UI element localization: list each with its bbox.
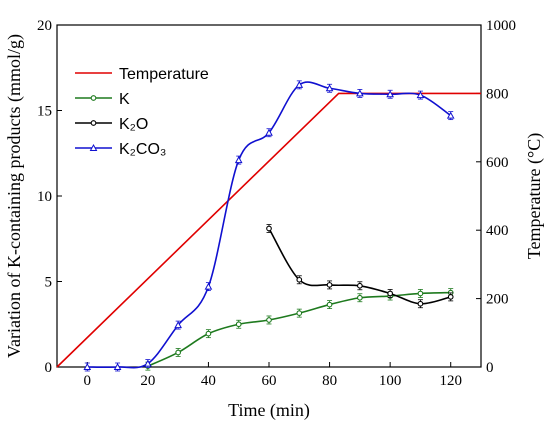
series-layer — [56, 80, 481, 372]
data-point — [417, 290, 424, 297]
data-point — [89, 143, 98, 151]
legend-label: K — [119, 91, 130, 108]
data-point — [295, 80, 304, 88]
legend: Temperature K K₂O K₂CO₃ — [75, 66, 209, 158]
y-right-tick-label: 200 — [486, 292, 509, 308]
data-point — [326, 301, 333, 308]
data-point — [234, 156, 243, 164]
data-point — [90, 95, 97, 101]
series-line — [56, 92, 481, 368]
x-tick-label: 20 — [140, 373, 155, 389]
y-left-tick-label: 5 — [45, 275, 53, 291]
data-point — [446, 111, 455, 119]
series-line — [147, 291, 451, 367]
data-point — [416, 91, 425, 99]
x-tick-label: 0 — [84, 373, 92, 389]
data-point — [387, 290, 393, 297]
data-point — [113, 362, 122, 370]
series-temperature — [56, 92, 481, 368]
legend-item: K₂O — [75, 116, 148, 133]
y-right-tick-label: 600 — [486, 155, 509, 171]
series-k-co- — [83, 80, 455, 372]
data-point — [296, 276, 303, 283]
y-left-tick-label: 10 — [37, 189, 52, 205]
data-point — [90, 120, 97, 126]
y-left-tick-label: 20 — [37, 18, 52, 34]
data-point — [175, 349, 181, 356]
data-point — [235, 321, 242, 328]
data-point — [83, 362, 92, 370]
y-left-tick-label: 0 — [45, 360, 53, 376]
x-axis-title: Time (min) — [228, 400, 310, 421]
data-point — [325, 84, 334, 92]
y-axis-title-right: Temperature (°C) — [524, 133, 545, 259]
data-point — [265, 128, 273, 136]
y-right-tick-label: 0 — [486, 360, 494, 376]
y-axis-title-left: Variation of K-containing products (mmol… — [4, 34, 25, 358]
data-point — [357, 282, 363, 289]
data-point — [266, 225, 272, 232]
data-point — [357, 294, 363, 301]
legend-label: Temperature — [119, 66, 209, 83]
y-left-tick-label: 15 — [37, 104, 52, 120]
x-tick-label: 40 — [201, 373, 216, 389]
data-point — [296, 310, 303, 316]
data-point — [204, 282, 213, 290]
data-point — [205, 330, 212, 337]
x-tick-label: 120 — [439, 373, 462, 389]
data-point — [386, 90, 394, 98]
data-point — [447, 294, 454, 300]
legend-item: K — [75, 91, 130, 108]
data-point — [326, 282, 333, 288]
x-tick-label: 80 — [322, 373, 337, 389]
y-right-tick-label: 1000 — [486, 18, 516, 34]
data-point — [417, 300, 424, 307]
y-right-tick-label: 400 — [486, 223, 509, 239]
legend-label: K₂CO₃ — [119, 141, 166, 158]
series-k-o — [266, 224, 454, 309]
legend-label: K₂O — [119, 116, 148, 133]
data-point — [144, 359, 152, 367]
y-right-tick-label: 800 — [486, 86, 509, 102]
data-point — [266, 317, 272, 323]
x-tick-label: 100 — [379, 373, 402, 389]
series-line — [268, 228, 451, 305]
legend-item: Temperature — [75, 66, 209, 83]
data-point — [356, 89, 364, 97]
legend-item: K₂CO₃ — [75, 141, 166, 158]
x-tick-label: 60 — [262, 373, 277, 389]
data-point — [174, 321, 182, 329]
